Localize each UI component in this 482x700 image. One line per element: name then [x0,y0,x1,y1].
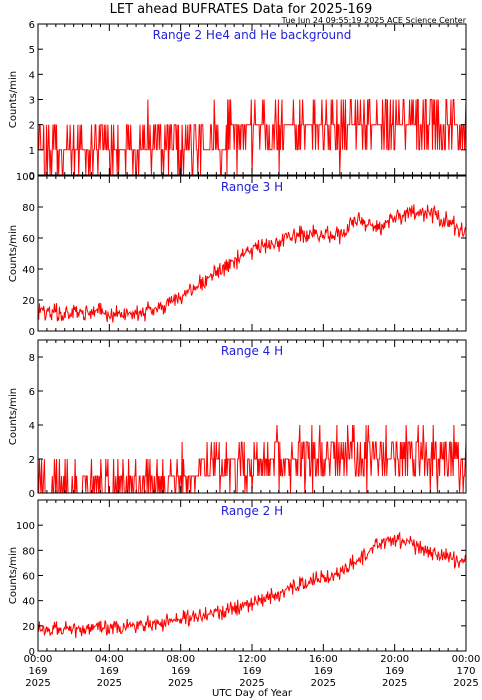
x-tick-label-year: 2025 [453,678,478,689]
y-tick-label: 60 [22,234,35,245]
y-tick-label: 80 [22,203,35,214]
y-tick-label: 3 [29,96,35,107]
x-tick-label-time: 08:00 [166,654,195,665]
y-axis-title-2: Counts/min [8,225,19,282]
x-tick-label-time: 04:00 [95,654,124,665]
y-tick-label: 1 [29,146,35,157]
panel-title-3: Range 4 H [221,344,283,358]
x-tick-label-day: 169 [242,666,261,677]
x-tick-label-time: 16:00 [309,654,338,665]
y-axis-title-4: Counts/min [8,547,19,604]
panel-title-4: Range 2 H [221,504,283,518]
chart-title: LET ahead BUFRATES Data for 2025-169 [110,2,373,17]
y-tick-label: 40 [22,597,35,608]
y-tick-label: 0 [29,327,35,338]
x-tick-label-time: 12:00 [238,654,267,665]
panel-frame-4 [37,499,467,652]
x-tick-label-day: 169 [100,666,119,677]
panel-title-2: Range 3 H [221,180,283,194]
y-tick-label: 2 [29,121,35,132]
x-tick-label-day: 170 [456,666,475,677]
y-tick-label: 20 [22,296,35,307]
x-tick-label-year: 2025 [239,678,264,689]
y-tick-label: 80 [22,546,35,557]
x-tick-label-year: 2025 [382,678,407,689]
x-axis-title: UTC Day of Year [212,688,293,699]
x-tick-label-day: 169 [314,666,333,677]
y-tick-label: 6 [29,387,35,398]
timestamp-label: Tue Jun 24 09:55:19 2025 ACE Science Cen… [281,16,467,25]
x-tick-label-time: 00:00 [24,654,53,665]
series-line-panel-2 [37,204,467,323]
x-tick-label-time: 00:00 [452,654,481,665]
y-tick-label: 40 [22,265,35,276]
y-axis-title-1: Counts/min [8,71,19,128]
y-tick-label: 0 [29,647,35,658]
y-tick-label: 4 [29,421,35,432]
x-tick-label-year: 2025 [97,678,122,689]
x-tick-label-day: 169 [385,666,404,677]
series-line-panel-1 [38,99,467,176]
panel-title-1: Range 2 He4 and He background [153,28,352,42]
y-tick-label: 100 [16,172,35,183]
series-line-panel-4 [37,531,467,639]
x-tick-label-year: 2025 [25,678,50,689]
x-tick-label-time: 20:00 [380,654,409,665]
panels-group: 0 1 2 3 4 5 6 Range 2 He4 and He background Coun… [8,20,480,689]
y-axis-title-3: Counts/min [8,388,19,445]
x-tick-label-year: 2025 [311,678,336,689]
y-tick-label: 8 [29,353,35,364]
y-tick-label: 0 [29,171,35,182]
x-tick-label-day: 169 [171,666,190,677]
y-tick-label: 0 [29,489,35,500]
series-line-panel-3 [37,424,467,494]
y-tick-label: 2 [29,455,35,466]
y-tick-label: 6 [29,20,35,31]
y-tick-label: 60 [22,572,35,583]
y-tick-label: 100 [16,521,35,532]
x-tick-label-day: 169 [28,666,47,677]
y-tick-label: 5 [29,45,35,56]
y-tick-label: 4 [29,70,35,81]
x-tick-label-year: 2025 [168,678,193,689]
y-tick-label: 20 [22,622,35,633]
